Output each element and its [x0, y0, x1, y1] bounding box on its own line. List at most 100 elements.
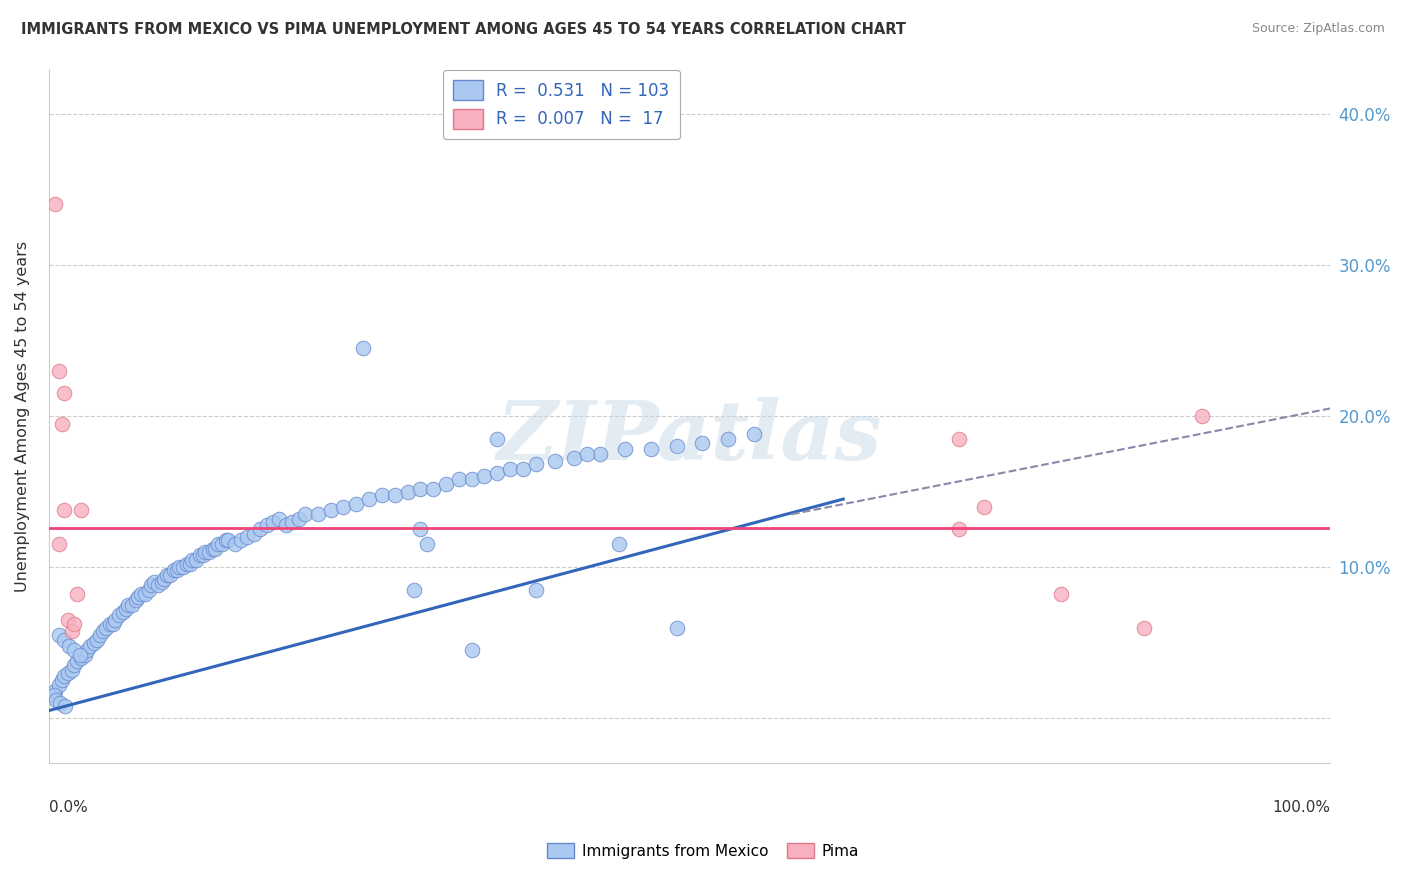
Point — [562, 451, 585, 466]
Point — [91, 624, 114, 638]
Point — [104, 613, 127, 627]
Point — [409, 482, 432, 496]
Point — [665, 620, 688, 634]
Point — [48, 537, 70, 551]
Point — [60, 663, 83, 677]
Point — [460, 473, 482, 487]
Point — [127, 591, 149, 605]
Point — [416, 537, 439, 551]
Point — [146, 578, 169, 592]
Point — [63, 658, 86, 673]
Point — [402, 582, 425, 597]
Point — [45, 693, 67, 707]
Point — [188, 548, 211, 562]
Point — [42, 689, 65, 703]
Point — [575, 447, 598, 461]
Point — [1050, 587, 1073, 601]
Point — [51, 417, 73, 431]
Point — [214, 533, 236, 547]
Point — [66, 587, 89, 601]
Point — [332, 500, 354, 514]
Point — [56, 613, 79, 627]
Point — [474, 469, 496, 483]
Point — [44, 197, 66, 211]
Point — [640, 442, 662, 457]
Point — [319, 502, 342, 516]
Point — [166, 563, 188, 577]
Point — [409, 522, 432, 536]
Point — [249, 522, 271, 536]
Point — [55, 699, 77, 714]
Point — [53, 502, 76, 516]
Point — [163, 563, 186, 577]
Point — [499, 462, 522, 476]
Point — [89, 628, 111, 642]
Point — [447, 473, 470, 487]
Point — [53, 669, 76, 683]
Point — [134, 587, 156, 601]
Point — [150, 575, 173, 590]
Point — [117, 598, 139, 612]
Point — [156, 567, 179, 582]
Legend: Immigrants from Mexico, Pima: Immigrants from Mexico, Pima — [541, 837, 865, 864]
Point — [48, 628, 70, 642]
Point — [1133, 620, 1156, 634]
Point — [125, 593, 148, 607]
Point — [434, 477, 457, 491]
Point — [159, 567, 181, 582]
Point — [607, 537, 630, 551]
Text: IMMIGRANTS FROM MEXICO VS PIMA UNEMPLOYMENT AMONG AGES 45 TO 54 YEARS CORRELATIO: IMMIGRANTS FROM MEXICO VS PIMA UNEMPLOYM… — [21, 22, 905, 37]
Point — [294, 507, 316, 521]
Point — [101, 617, 124, 632]
Point — [172, 560, 194, 574]
Point — [589, 447, 612, 461]
Point — [269, 512, 291, 526]
Y-axis label: Unemployment Among Ages 45 to 54 years: Unemployment Among Ages 45 to 54 years — [15, 241, 30, 591]
Point — [717, 432, 740, 446]
Point — [121, 598, 143, 612]
Point — [86, 632, 108, 647]
Point — [129, 587, 152, 601]
Point — [53, 386, 76, 401]
Point — [224, 537, 246, 551]
Point — [287, 512, 309, 526]
Point — [169, 560, 191, 574]
Point — [49, 696, 72, 710]
Point — [191, 548, 214, 562]
Point — [384, 487, 406, 501]
Point — [76, 643, 98, 657]
Point — [96, 620, 118, 634]
Point — [83, 635, 105, 649]
Point — [422, 482, 444, 496]
Point — [742, 427, 765, 442]
Point — [236, 530, 259, 544]
Point — [201, 541, 224, 556]
Point — [112, 606, 135, 620]
Point — [141, 578, 163, 592]
Point — [262, 515, 284, 529]
Point — [256, 517, 278, 532]
Point — [98, 617, 121, 632]
Point — [58, 639, 80, 653]
Point — [73, 648, 96, 662]
Point — [229, 533, 252, 547]
Point — [665, 439, 688, 453]
Point — [179, 557, 201, 571]
Point — [1191, 409, 1213, 423]
Point — [51, 673, 73, 688]
Point — [486, 432, 509, 446]
Text: ZIPatlas: ZIPatlas — [496, 397, 882, 477]
Point — [60, 624, 83, 638]
Point — [948, 432, 970, 446]
Point — [217, 533, 239, 547]
Text: 0.0%: 0.0% — [49, 800, 87, 815]
Point — [48, 364, 70, 378]
Point — [614, 442, 637, 457]
Point — [184, 552, 207, 566]
Point — [108, 608, 131, 623]
Point — [66, 654, 89, 668]
Point — [973, 500, 995, 514]
Point — [63, 643, 86, 657]
Point — [524, 458, 547, 472]
Text: Source: ZipAtlas.com: Source: ZipAtlas.com — [1251, 22, 1385, 36]
